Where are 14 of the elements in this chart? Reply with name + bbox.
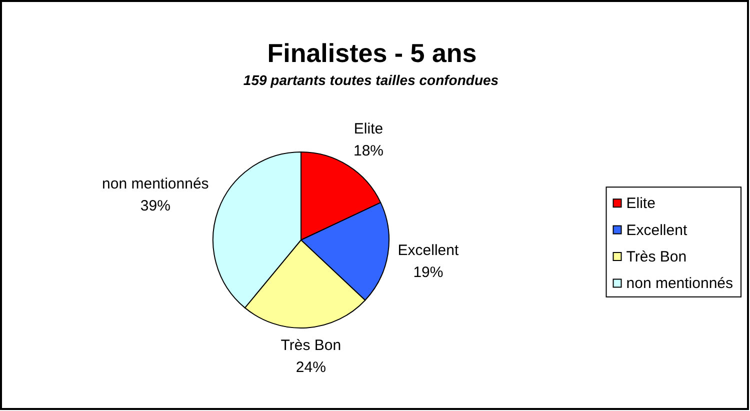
data-label: 19% <box>413 264 444 281</box>
legend-label: Elite <box>626 195 656 212</box>
slice-label: non mentionnés <box>102 176 209 193</box>
slice-label: Très Bon <box>280 336 342 354</box>
legend-label: Excellent <box>626 222 688 239</box>
slice-label: Elite <box>354 120 384 138</box>
slice-label: Excellent <box>398 242 460 259</box>
legend-label: non mentionnés <box>626 275 734 292</box>
data-label: 18% <box>354 142 384 160</box>
data-label: 24% <box>296 358 326 376</box>
data-label: 39% <box>140 198 170 215</box>
legend-label: Très Bon <box>626 248 687 266</box>
chart-subtitle: 159 partants toutes tailles confondues <box>243 72 499 88</box>
chart-title: Finalistes - 5 ans <box>267 38 477 68</box>
